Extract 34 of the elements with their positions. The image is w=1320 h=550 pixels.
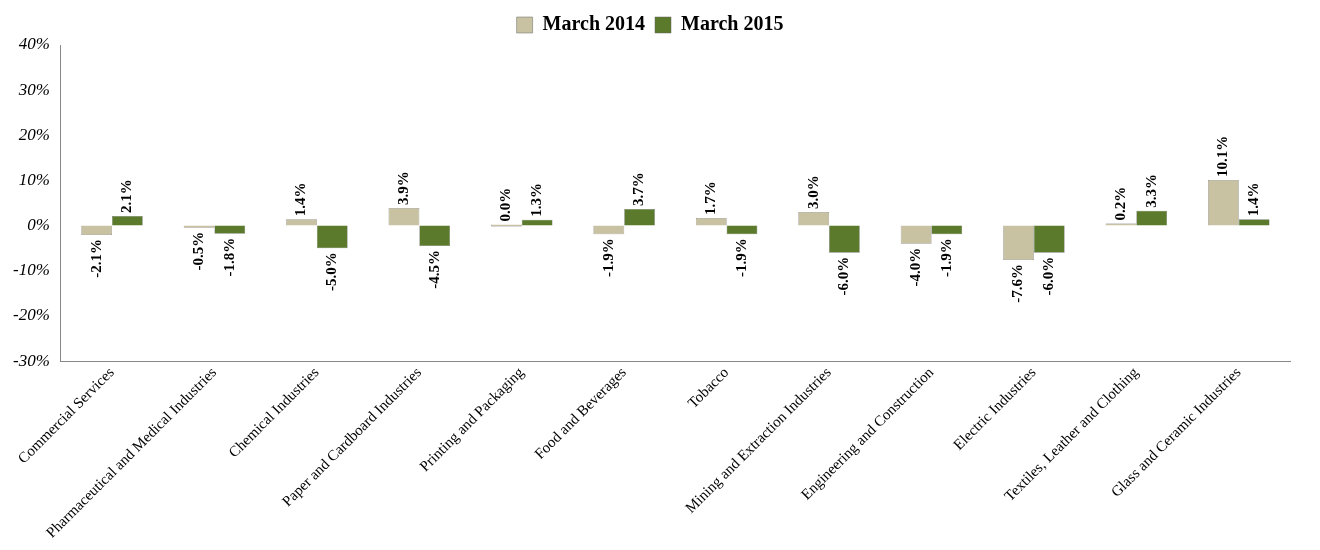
y-tick-label: 0%	[27, 215, 50, 235]
data-label: 3.9%	[394, 171, 411, 205]
legend-label: March 2015	[681, 12, 784, 35]
data-label: -4.5%	[425, 249, 442, 289]
y-tick-label: -30%	[12, 350, 50, 370]
legend-label: March 2014	[542, 12, 646, 35]
y-tick-label: 10%	[18, 169, 50, 189]
data-label: -1.9%	[937, 238, 954, 277]
data-label: 3.7%	[630, 172, 647, 206]
data-label: 0.0%	[497, 187, 514, 222]
data-label: 1.3%	[528, 182, 544, 217]
data-label: -6.0%	[835, 256, 852, 296]
y-tick-label: 20%	[18, 124, 50, 144]
y-tick-label: -10%	[12, 260, 50, 280]
data-label: -1.9%	[732, 238, 749, 277]
data-label: -6.0%	[1040, 256, 1057, 296]
data-label: -2.1%	[87, 239, 104, 278]
data-label: 10.1%	[1214, 135, 1231, 177]
data-label: 2.1%	[118, 179, 135, 214]
data-label: -1.9%	[599, 238, 616, 277]
y-tick-label: 30%	[17, 79, 50, 99]
data-label: 1.7%	[702, 181, 719, 215]
data-label: -1.8%	[220, 237, 237, 277]
data-label: -7.6%	[1009, 263, 1026, 303]
data-label: -5.0%	[323, 252, 340, 291]
data-label: 3.3%	[1142, 173, 1159, 208]
data-label: 1.4%	[292, 182, 309, 217]
data-label: -4.0%	[907, 247, 923, 287]
data-label: 3.0%	[804, 175, 821, 210]
data-label: 0.2%	[1111, 186, 1128, 221]
data-label: 1.4%	[1245, 182, 1262, 217]
y-tick-label: 40%	[18, 34, 50, 54]
data-label: -0.5%	[189, 231, 206, 271]
y-tick-label: -20%	[12, 305, 50, 325]
